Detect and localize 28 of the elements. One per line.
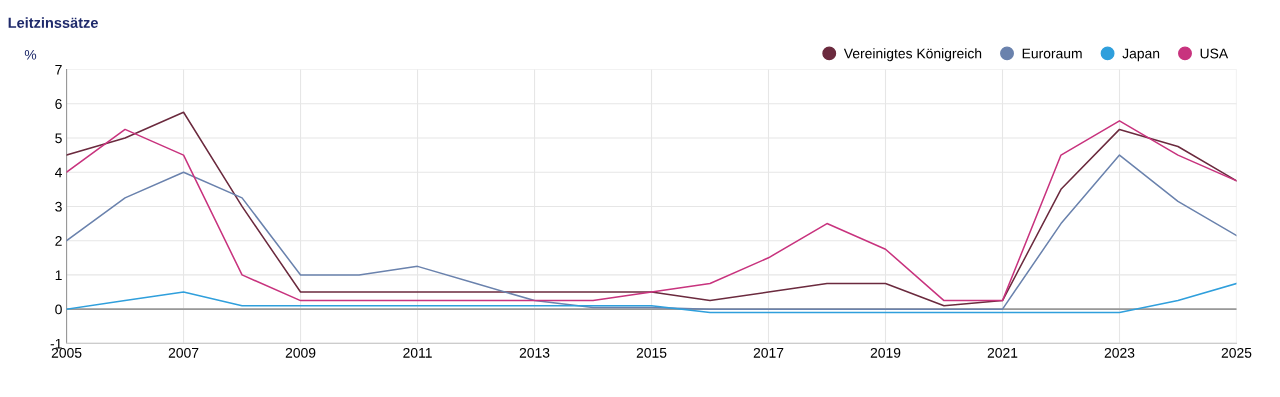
- y-tick-label: 7: [55, 64, 62, 75]
- y-tick-label: 2: [55, 236, 62, 246]
- y-tick-label: -1: [50, 338, 62, 349]
- legend-label: USA: [1200, 48, 1229, 59]
- line-series: [66, 154, 1237, 310]
- x-tick-label: 2017: [753, 347, 784, 358]
- x-tick-label: 2025: [1221, 347, 1252, 358]
- chart-title: Leitzinssätze: [8, 17, 98, 28]
- y-tick-label: 6: [55, 99, 62, 109]
- x-tick-label: 2023: [1104, 347, 1135, 358]
- legend-label: Japan: [1122, 48, 1160, 62]
- legend-label: Vereinigtes Königreich: [843, 48, 982, 62]
- x-tick-label: 2011: [403, 347, 432, 358]
- legend-label: Euroraum: [1022, 48, 1082, 59]
- x-tick-label: 2007: [168, 347, 199, 358]
- y-tick-label: 1: [55, 270, 62, 280]
- y-tick-label: 0: [55, 304, 62, 315]
- x-tick-label: 2019: [870, 347, 901, 358]
- x-tick-label: 2015: [636, 347, 667, 358]
- x-tick-label: 2009: [285, 347, 316, 358]
- x-tick-label: 2013: [519, 347, 550, 358]
- y-tick-label: 5: [55, 133, 62, 144]
- x-tick-label: 2021: [987, 347, 1018, 358]
- y-tick-label: 3: [55, 201, 62, 212]
- y-tick-label: 4: [54, 167, 62, 178]
- y-axis-title: %: [24, 49, 37, 60]
- line-series: [66, 282, 1237, 314]
- x-tick-label: 2005: [51, 347, 82, 358]
